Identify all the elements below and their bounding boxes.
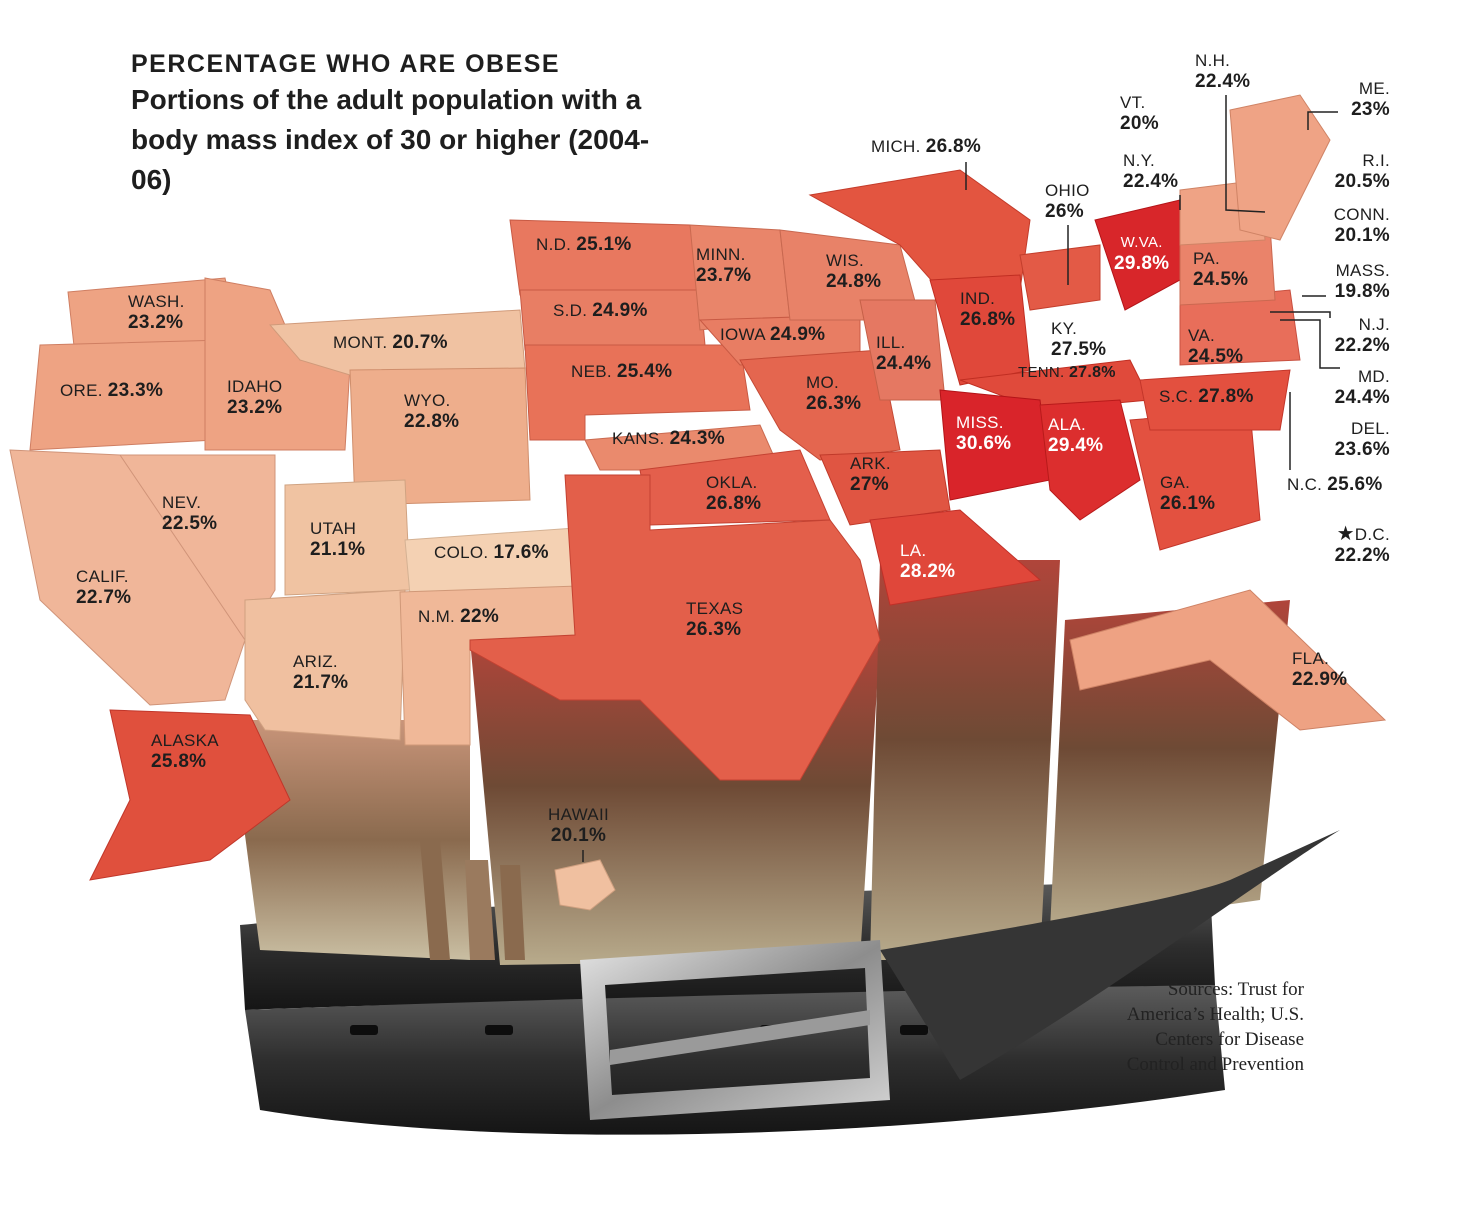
state-label-fla: FLA. 22.9% (1292, 649, 1348, 690)
state-label-hawaii: HAWAII 20.1% (548, 805, 609, 846)
sources-note: Sources: Trust for America’s Health; U.S… (1126, 979, 1304, 1075)
belt-hole (485, 1025, 513, 1035)
star-icon: ★ (1336, 523, 1355, 545)
state-label-mont: MONT. 20.7% (333, 332, 448, 353)
state-label-iowa: IOWA 24.9% (720, 324, 826, 345)
state-label-pa: PA. 24.5% (1193, 249, 1249, 290)
chart-subtitle: Portions of the adult population with a … (131, 84, 650, 195)
state-label-del: DEL. 23.6% (1334, 419, 1390, 460)
state-label-colo: COLO. 17.6% (434, 542, 549, 563)
state-label-ark: ARK. 27% (850, 454, 891, 495)
state-label-nd: N.D. 25.1% (536, 234, 632, 255)
belt-front (245, 985, 1225, 1135)
state-label-mich: MICH. 26.8% (871, 136, 982, 157)
state-label-conn: CONN. 20.1% (1333, 205, 1390, 246)
state-label-ariz: ARIZ. 21.7% (293, 652, 349, 693)
leader-lines (582, 95, 1340, 862)
east-states (929, 94, 1387, 731)
alaska-hawaii (89, 709, 616, 911)
state-label-ill: ILL. 24.4% (876, 333, 932, 374)
state-label-ohio: OHIO 26% (1045, 181, 1090, 222)
belt-strap (880, 830, 1340, 1080)
state-label-wis: WIS. 24.8% (826, 251, 882, 292)
state-label-ky: KY. 27.5% (1051, 319, 1107, 360)
state-label-utah: UTAH 21.1% (310, 519, 366, 560)
belt-hole (900, 1025, 928, 1035)
state-label-alaska: ALASKA 25.8% (151, 731, 219, 772)
belt-hole (350, 1025, 378, 1035)
state-label-nm: N.M. 22% (418, 606, 500, 627)
central-states (469, 169, 1042, 781)
state-label-wash: WASH. 23.2% (128, 292, 185, 333)
state-label-ore: ORE. 23.3% (60, 380, 164, 401)
state-label-texas: TEXAS 26.3% (686, 599, 744, 640)
state-label-miss: MISS. 30.6% (956, 413, 1012, 454)
state-label-me: ME. 23% (1351, 79, 1390, 120)
state-label-ind: IND. 26.8% (960, 289, 1016, 330)
state-label-okla: OKLA. 26.8% (706, 473, 762, 514)
state-label-kans: KANS. 24.3% (612, 428, 725, 449)
state-label-ga: GA. 26.1% (1160, 473, 1216, 514)
state-label-mass: MASS. 19.8% (1334, 261, 1390, 302)
belt-buckle (580, 940, 890, 1120)
state-label-nev: NEV. 22.5% (162, 493, 218, 534)
state-label-wva: W.VA. 29.8% (1114, 234, 1170, 274)
state-label-mo: MO. 26.3% (806, 373, 862, 414)
state-label-nc: N.C. 25.6% (1287, 474, 1383, 495)
state-label-ny: N.Y. 22.4% (1123, 151, 1179, 192)
west-states (9, 277, 579, 746)
state-label-nj: N.J. 22.2% (1334, 315, 1390, 356)
state-label-tenn: TENN. 27.8% (1018, 364, 1116, 381)
state-label-sd: S.D. 24.9% (553, 300, 648, 321)
state-label-la: LA. 28.2% (900, 541, 956, 582)
state-label-ala: ALA. 29.4% (1048, 415, 1104, 456)
chart-kicker: PERCENTAGE WHO ARE OBESE (131, 50, 561, 78)
state-label-ri: R.I. 20.5% (1334, 151, 1390, 192)
state-label-calif: CALIF. 22.7% (76, 567, 132, 608)
state-label-wyo: WYO. 22.8% (404, 391, 460, 432)
belt-tongue (610, 1010, 870, 1065)
state-label-idaho: IDAHO 23.2% (227, 377, 283, 418)
state-label-md: MD. 24.4% (1334, 367, 1390, 408)
state-label-dc: ★D.C. 22.2% (1334, 523, 1390, 567)
state-label-nh: N.H. 22.4% (1195, 51, 1251, 92)
state-label-va: VA. 24.5% (1188, 326, 1244, 367)
headline-block: PERCENTAGE WHO ARE OBESE Portions of the… (131, 48, 651, 200)
state-label-sc: S.C. 27.8% (1159, 386, 1254, 407)
state-label-neb: NEB. 25.4% (571, 361, 673, 382)
state-label-minn: MINN. 23.7% (696, 245, 752, 286)
state-label-vt: VT. 20% (1120, 93, 1159, 134)
